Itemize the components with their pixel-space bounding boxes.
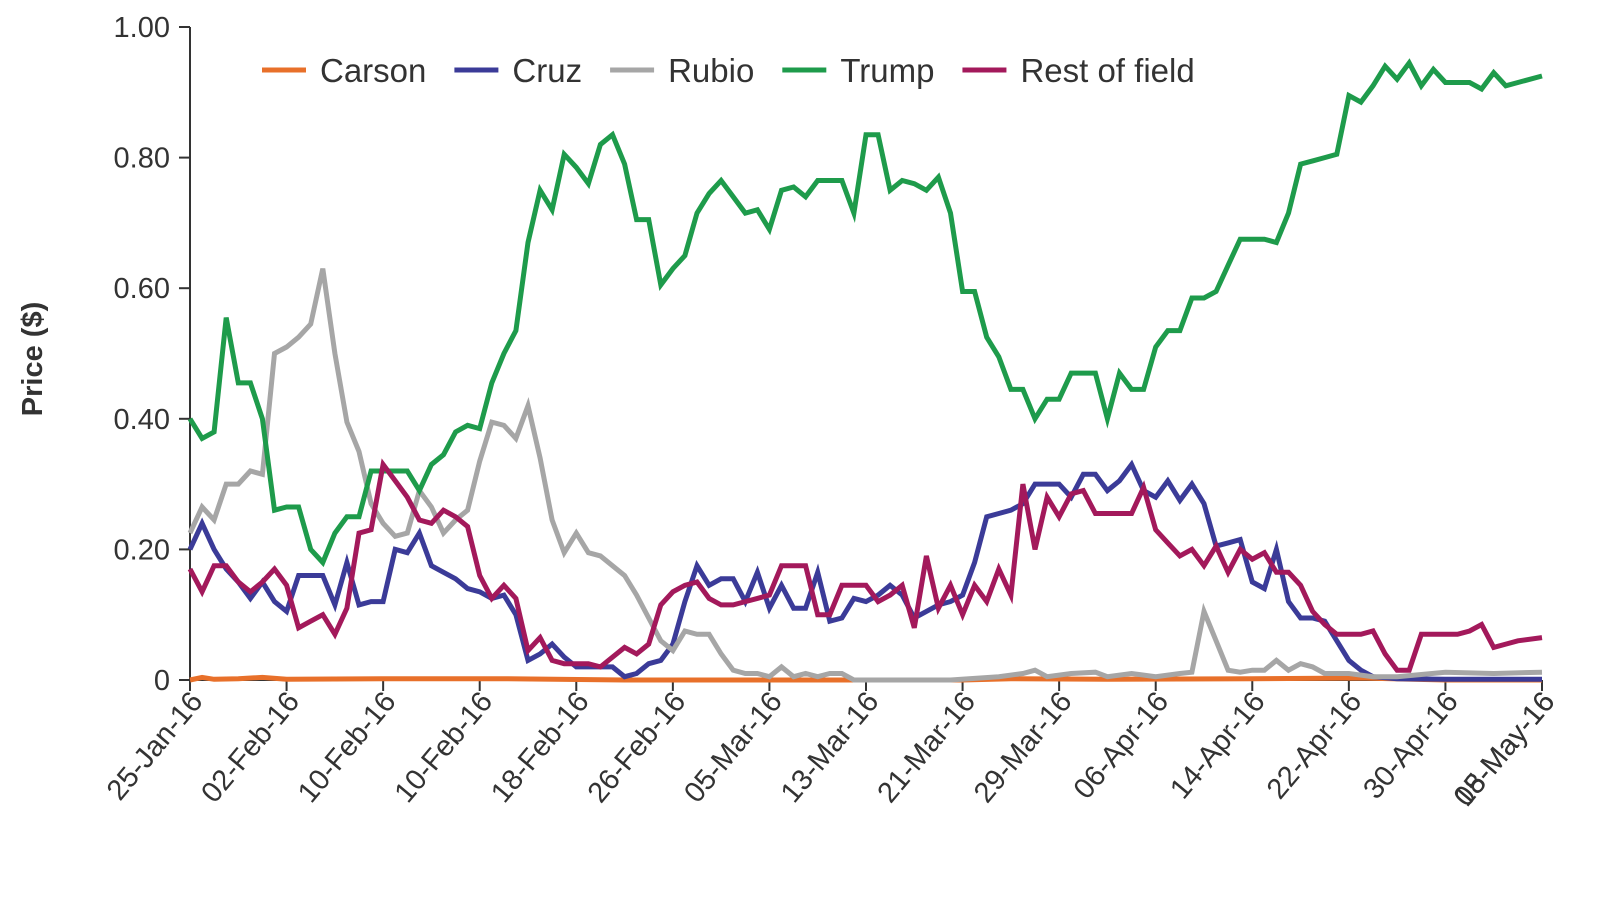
x-tick-label: 06-Apr-16 bbox=[1068, 686, 1175, 805]
y-axis-title: Price ($) bbox=[17, 302, 49, 416]
x-tick-label: 18-Feb-16 bbox=[485, 686, 596, 809]
series-line-rest-of-field bbox=[187, 458, 1543, 673]
x-tick-label: 02-Feb-16 bbox=[195, 686, 306, 809]
x-tick-label: 15-May-16 bbox=[1448, 686, 1562, 813]
x-tick-label: 30-Apr-16 bbox=[1357, 686, 1464, 805]
x-tick-label: 29-Mar-16 bbox=[968, 686, 1079, 809]
x-tick-label: 13-Mar-16 bbox=[775, 686, 886, 809]
legend-label-trump: Trump bbox=[840, 52, 934, 89]
x-tick-label: 22-Apr-16 bbox=[1261, 686, 1368, 805]
series-lines bbox=[187, 58, 1543, 683]
x-tick-label: 10-Feb-16 bbox=[292, 686, 403, 809]
legend-label-rubio: Rubio bbox=[668, 52, 754, 89]
y-tick-label: 0.80 bbox=[114, 143, 170, 175]
y-tick-label: 0 bbox=[154, 665, 170, 697]
x-tick-label: 05-Mar-16 bbox=[678, 686, 789, 809]
y-axis: 0 0.20 0.40 0.60 0.80 1.00 bbox=[114, 12, 190, 697]
y-tick-label: 0.60 bbox=[114, 273, 170, 305]
plot-area-frame bbox=[189, 27, 1542, 681]
x-tick-label: 10-Feb-16 bbox=[389, 686, 500, 809]
y-tick-label: 0.40 bbox=[114, 404, 170, 436]
legend-label-carson: Carson bbox=[320, 52, 426, 89]
series-line-cruz bbox=[187, 459, 1542, 682]
x-tick-label: 25-Jan-16 bbox=[101, 686, 209, 807]
y-tick-label: 1.00 bbox=[114, 12, 170, 44]
y-tick-label: 0.20 bbox=[114, 534, 170, 566]
x-tick-label: 26-Feb-16 bbox=[582, 686, 693, 809]
x-axis: 25-Jan-1602-Feb-1610-Feb-1610-Feb-1618-F… bbox=[101, 680, 1561, 813]
legend: Carson Cruz Rubio Trump Rest of field bbox=[262, 52, 1195, 89]
x-tick-label: 21-Mar-16 bbox=[871, 686, 982, 809]
series-line-rubio bbox=[187, 268, 1543, 683]
legend-label-rest-of-field: Rest of field bbox=[1020, 52, 1194, 89]
series-line-carson bbox=[189, 674, 1542, 683]
x-tick-label: 14-Apr-16 bbox=[1164, 686, 1271, 805]
legend-label-cruz: Cruz bbox=[512, 52, 582, 89]
series-line-trump bbox=[187, 58, 1543, 568]
